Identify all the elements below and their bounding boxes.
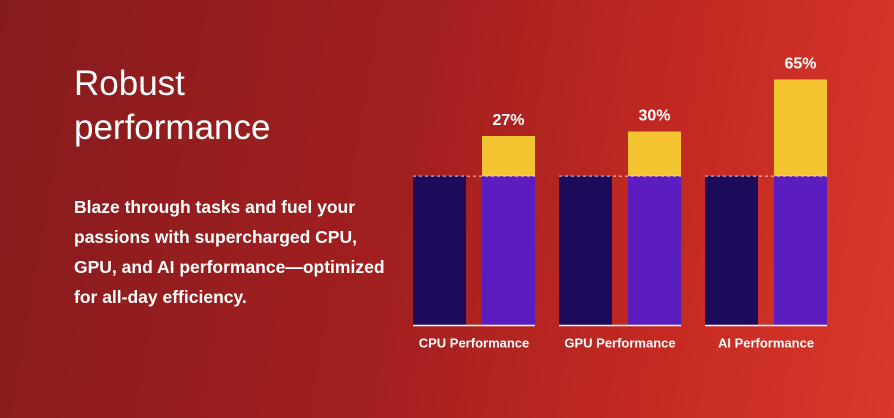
bar bbox=[482, 176, 535, 325]
bar bbox=[705, 176, 758, 325]
value-label: 27% bbox=[492, 112, 524, 129]
description: Blaze through tasks and fuel your passio… bbox=[74, 197, 385, 307]
bar bbox=[628, 176, 681, 325]
category-label: GPU Performance bbox=[564, 335, 675, 350]
category-label: AI Performance bbox=[718, 335, 814, 350]
bar bbox=[628, 131, 681, 177]
bar bbox=[413, 176, 466, 325]
value-label: 65% bbox=[784, 56, 816, 73]
category-label: CPU Performance bbox=[419, 335, 530, 350]
value-label: 30% bbox=[638, 108, 670, 125]
bar bbox=[774, 176, 827, 325]
bar bbox=[482, 135, 535, 177]
bar bbox=[559, 176, 612, 325]
heading: Robust performance bbox=[74, 64, 271, 147]
bar bbox=[774, 79, 827, 177]
